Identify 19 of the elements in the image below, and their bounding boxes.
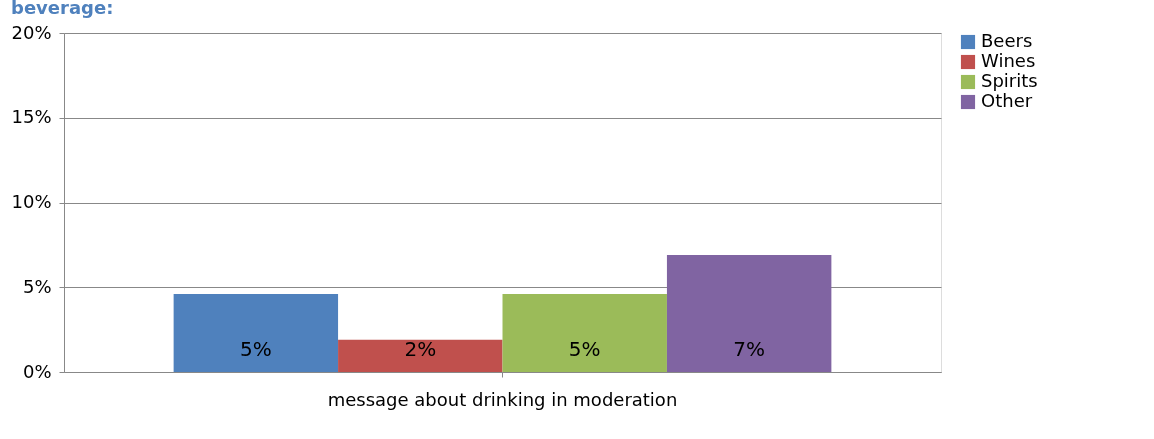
y-tick-label: 15% xyxy=(11,106,52,128)
y-tick-label: 20% xyxy=(11,21,52,43)
y-tick-label: 0% xyxy=(22,360,52,382)
bar xyxy=(338,339,503,372)
legend-label: Beers xyxy=(981,30,1033,51)
data-label: 7% xyxy=(733,337,766,361)
bar xyxy=(666,255,832,372)
chart-title: beverage: xyxy=(10,0,114,18)
legend-label: Wines xyxy=(981,50,1036,71)
bar xyxy=(173,294,339,372)
y-tick-label: 5% xyxy=(22,275,52,297)
data-label: 5% xyxy=(568,337,601,361)
legend-label: Other xyxy=(981,90,1033,111)
bar xyxy=(502,294,667,372)
legend-label: Spirits xyxy=(981,70,1038,91)
x-tick-label: message about drinking in moderation xyxy=(327,388,678,410)
data-label: 5% xyxy=(239,337,272,361)
data-label: 2% xyxy=(404,337,437,361)
y-tick-label: 10% xyxy=(11,191,52,212)
